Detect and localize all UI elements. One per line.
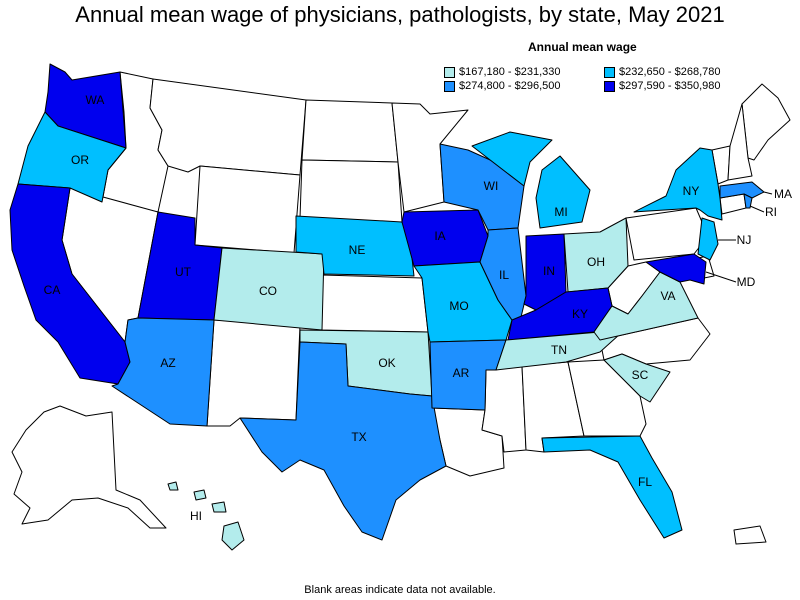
label-mi: MI <box>554 205 567 219</box>
state-rhode-island <box>743 193 753 209</box>
state-new-mexico <box>206 319 301 427</box>
label-ri: RI <box>765 205 777 219</box>
label-ar: AR <box>453 366 470 380</box>
label-fl: FL <box>638 475 652 489</box>
legend-title: Annual mean wage <box>528 40 637 54</box>
hawaii-island-big <box>221 521 245 551</box>
label-co: CO <box>259 284 277 298</box>
label-wi: WI <box>484 179 499 193</box>
state-wyoming <box>194 165 301 254</box>
hawaii-island-kauai <box>167 481 179 491</box>
state-arizona <box>111 317 215 427</box>
label-mo: MO <box>449 299 468 313</box>
legend-label-tier1: $167,180 - $231,330 <box>459 66 561 78</box>
state-new-hampshire <box>727 103 753 181</box>
legend-swatch-tier2 <box>604 66 615 78</box>
label-ny: NY <box>683 184 700 198</box>
state-south-carolina <box>603 353 671 403</box>
state-california <box>9 183 131 385</box>
state-texas <box>239 341 447 541</box>
label-ok: OK <box>378 356 395 370</box>
label-il: IL <box>499 268 509 282</box>
leader-line-ri <box>749 205 765 213</box>
label-tn: TN <box>551 343 567 357</box>
state-montana <box>149 78 307 176</box>
hawaii-island-oahu <box>193 489 207 501</box>
label-ut: UT <box>175 265 192 279</box>
legend-swatch-tier3 <box>444 80 455 92</box>
state-maine <box>741 83 791 161</box>
label-oh: OH <box>587 255 605 269</box>
state-alaska <box>11 405 167 529</box>
hawaii-island-maui <box>211 501 227 513</box>
state-pennsylvania <box>625 207 709 261</box>
state-maryland <box>645 253 707 285</box>
label-in: IN <box>543 264 555 278</box>
legend-label-tier4: $297,590 - $350,980 <box>619 80 721 92</box>
state-north-dakota <box>301 99 399 163</box>
blank-states <box>11 71 791 545</box>
legend-swatch-tier4 <box>604 80 615 92</box>
label-or: OR <box>71 153 89 167</box>
label-md: MD <box>737 275 756 289</box>
label-az: AZ <box>160 356 175 370</box>
state-puerto-rico <box>733 525 767 545</box>
label-wa: WA <box>86 93 105 107</box>
label-nj: NJ <box>737 233 752 247</box>
label-sc: SC <box>632 368 649 382</box>
data-states <box>9 63 765 551</box>
state-new-jersey <box>697 217 719 261</box>
legend-swatch-tier1 <box>444 66 455 78</box>
legend-item-tier3: $274,800 - $296,500 <box>444 80 561 92</box>
label-va: VA <box>660 289 675 303</box>
label-hi: HI <box>190 509 202 523</box>
state-hawaii <box>167 481 245 551</box>
map-title: Annual mean wage of physicians, patholog… <box>75 2 725 27</box>
label-ia: IA <box>434 229 445 243</box>
state-michigan <box>471 131 591 229</box>
leader-line-ma <box>763 191 773 195</box>
state-kansas <box>319 274 429 333</box>
state-new-york <box>633 147 723 221</box>
footnote: Blank areas indicate data not available. <box>304 584 496 596</box>
label-ky: KY <box>572 307 588 321</box>
state-labels: WA OR CA UT CO AZ NE OK TX IA MO AR WI I… <box>44 93 792 523</box>
legend-item-tier2: $232,650 - $268,780 <box>604 66 721 78</box>
label-tx: TX <box>351 430 366 444</box>
state-oregon <box>17 111 127 203</box>
state-florida <box>541 435 683 539</box>
label-ma: MA <box>774 187 792 201</box>
legend-label-tier3: $274,800 - $296,500 <box>459 80 561 92</box>
legend-item-tier1: $167,180 - $231,330 <box>444 66 561 78</box>
legend-label-tier2: $232,650 - $268,780 <box>619 66 721 78</box>
leader-lines <box>705 191 773 283</box>
legend-item-tier4: $297,590 - $350,980 <box>604 80 721 92</box>
leader-line-md <box>705 271 737 283</box>
label-ne: NE <box>349 243 366 257</box>
label-ca: CA <box>44 283 61 297</box>
